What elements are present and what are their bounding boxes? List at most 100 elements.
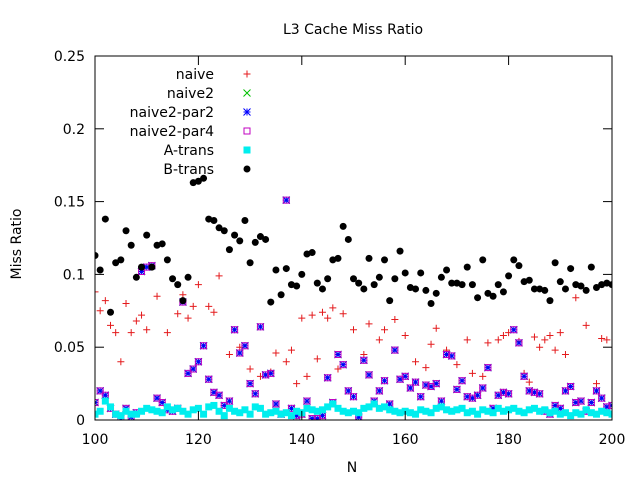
- legend-label: naive2-par2: [130, 105, 214, 121]
- x-tick-label: 100: [82, 432, 109, 448]
- data-point: [556, 329, 564, 337]
- data-point: [375, 273, 383, 281]
- data-point: [489, 404, 497, 413]
- data-point: [246, 259, 254, 267]
- data-point: [505, 272, 513, 280]
- data-point: [272, 400, 280, 408]
- data-point: [572, 399, 580, 407]
- data-point: [447, 352, 456, 360]
- data-point: [587, 398, 596, 407]
- data-point: [406, 384, 415, 392]
- data-point: [401, 372, 409, 380]
- data-point: [308, 249, 316, 257]
- data-point: [427, 340, 435, 348]
- data-point: [339, 310, 347, 318]
- data-point: [551, 259, 559, 267]
- data-point: [184, 369, 192, 378]
- data-point: [505, 390, 513, 398]
- y-axis-label: Miss Ratio: [9, 209, 25, 280]
- data-point: [117, 358, 125, 366]
- data-point: [298, 270, 306, 278]
- data-point: [293, 282, 301, 290]
- data-point: [246, 379, 254, 388]
- data-point: [386, 297, 394, 305]
- data-point: [432, 404, 440, 412]
- data-point: [494, 336, 502, 344]
- data-point: [256, 323, 264, 331]
- data-point: [489, 292, 497, 300]
- data-point: [241, 217, 249, 225]
- data-point: [127, 410, 135, 418]
- data-point: [406, 384, 414, 392]
- data-point: [412, 378, 420, 386]
- data-point: [577, 397, 585, 405]
- data-point: [298, 314, 306, 322]
- data-point: [443, 406, 451, 414]
- data-point: [587, 263, 595, 271]
- data-point: [536, 343, 544, 351]
- data-point: [396, 409, 404, 417]
- data-point: [158, 398, 167, 407]
- data-point: [566, 382, 575, 391]
- data-point: [272, 400, 280, 408]
- data-point: [448, 407, 456, 415]
- data-point: [448, 279, 456, 287]
- data-point: [318, 285, 326, 293]
- data-point: [117, 412, 125, 420]
- data-point: [293, 380, 301, 388]
- data-point: [515, 262, 523, 270]
- data-point: [132, 273, 140, 281]
- data-point: [313, 414, 322, 420]
- data-point: [499, 332, 507, 340]
- data-point: [194, 357, 203, 366]
- data-point: [417, 393, 425, 401]
- data-point: [350, 275, 357, 283]
- data-point: [561, 409, 569, 417]
- data-point: [200, 410, 208, 418]
- data-point: [184, 273, 192, 281]
- y-tick-label: 0.15: [54, 195, 85, 211]
- data-point: [443, 266, 451, 274]
- data-point: [370, 400, 378, 408]
- data-point: [442, 350, 451, 359]
- legend-marker: [243, 70, 251, 78]
- data-point: [282, 409, 290, 417]
- data-point: [318, 406, 326, 414]
- data-point: [375, 404, 383, 412]
- data-point: [231, 326, 239, 334]
- data-point: [354, 413, 363, 420]
- data-point: [282, 196, 290, 204]
- data-point: [308, 311, 316, 319]
- data-point: [370, 281, 378, 289]
- data-point: [520, 372, 528, 380]
- data-point: [282, 196, 291, 204]
- data-point: [561, 285, 569, 293]
- legend-label: naive2: [167, 86, 214, 102]
- data-point: [204, 375, 213, 384]
- data-point: [308, 415, 316, 420]
- series-naive2-par2: [95, 196, 612, 420]
- data-point: [350, 326, 357, 334]
- data-point: [349, 392, 358, 401]
- data-point: [194, 177, 202, 185]
- data-point: [112, 259, 120, 267]
- data-point: [210, 308, 218, 316]
- data-point: [360, 356, 368, 364]
- data-point: [339, 360, 348, 369]
- data-point: [437, 273, 445, 281]
- data-point: [453, 385, 461, 393]
- data-point: [287, 404, 296, 413]
- data-point: [556, 404, 565, 413]
- data-point: [262, 410, 270, 418]
- data-point: [598, 334, 606, 342]
- data-point: [344, 235, 352, 243]
- data-point: [236, 409, 244, 417]
- data-point: [334, 254, 342, 262]
- data-point: [205, 302, 213, 310]
- data-point: [556, 410, 564, 418]
- legend-marker: [243, 89, 251, 97]
- data-point: [350, 407, 357, 415]
- data-point: [530, 285, 538, 293]
- data-point: [267, 369, 275, 377]
- data-point: [324, 314, 332, 322]
